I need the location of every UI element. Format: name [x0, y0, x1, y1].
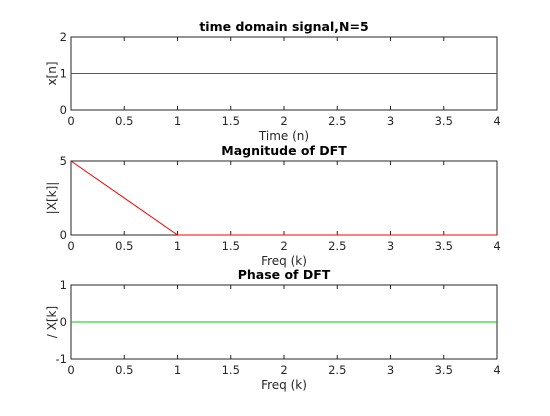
x-axis-label: Time (n) — [258, 129, 309, 143]
x-tick-label: 1.5 — [222, 239, 240, 253]
x-tick-label: 3 — [387, 239, 394, 253]
y-tick-label: 0 — [60, 228, 67, 242]
chart-title: Magnitude of DFT — [221, 143, 347, 158]
y-tick-label: 2 — [60, 30, 67, 44]
x-tick-label: 0.5 — [115, 363, 133, 377]
x-tick-label: 2.5 — [328, 239, 346, 253]
plot-area — [71, 161, 497, 235]
x-axis-label: Freq (k) — [261, 378, 307, 392]
x-tick-label: 2 — [280, 363, 287, 377]
x-tick-label: 3.5 — [435, 239, 453, 253]
x-tick-label: 2 — [280, 239, 287, 253]
x-tick-label: 2 — [280, 114, 287, 128]
x-tick-label: 1.5 — [222, 114, 240, 128]
y-tick-label: 0 — [60, 315, 67, 329]
x-tick-label: 1 — [174, 239, 181, 253]
y-axis-label: |X[k]| — [45, 182, 59, 215]
chart-title: time domain signal,N=5 — [199, 19, 368, 34]
subplot-time-signal: time domain signal,N=5 Time (n) x[n] 0 0.… — [45, 19, 501, 143]
y-tick-label: 0 — [60, 103, 67, 117]
x-tick-label: 1.5 — [222, 363, 240, 377]
x-tick-label: 1 — [174, 363, 181, 377]
x-tick-label: 0.5 — [115, 239, 133, 253]
subplot-dft-phase: Phase of DFT Freq (k) / X[k] 0 0.5 1 1.5 2 2.… — [45, 267, 501, 392]
y-tick-label: 5 — [60, 154, 67, 168]
x-tick-label: 4 — [493, 239, 500, 253]
x-tick-label: 4 — [493, 363, 500, 377]
x-tick-label: 2.5 — [328, 363, 346, 377]
x-tick-label: 4 — [493, 114, 500, 128]
x-tick-label: 0 — [67, 239, 74, 253]
x-tick-label: 3 — [387, 363, 394, 377]
x-tick-label: 2.5 — [328, 114, 346, 128]
y-tick-label: -1 — [56, 352, 67, 366]
y-tick-label: 1 — [60, 278, 67, 292]
x-tick-label: 3.5 — [435, 114, 453, 128]
x-tick-label: 0 — [67, 363, 74, 377]
x-tick-label: 0.5 — [115, 114, 133, 128]
y-tick-label: 1 — [60, 67, 67, 81]
y-axis-label: x[n] — [45, 61, 59, 85]
x-tick-label: 3 — [387, 114, 394, 128]
x-tick-label: 3.5 — [435, 363, 453, 377]
y-axis-label: / X[k] — [45, 306, 59, 338]
x-axis-label: Freq (k) — [261, 254, 307, 268]
x-tick-label: 1 — [174, 114, 181, 128]
chart-title: Phase of DFT — [238, 267, 331, 282]
subplot-dft-magnitude: Magnitude of DFT Freq (k) |X[k]| 0 0.5 1 1.… — [45, 143, 501, 268]
x-tick-label: 0 — [67, 114, 74, 128]
